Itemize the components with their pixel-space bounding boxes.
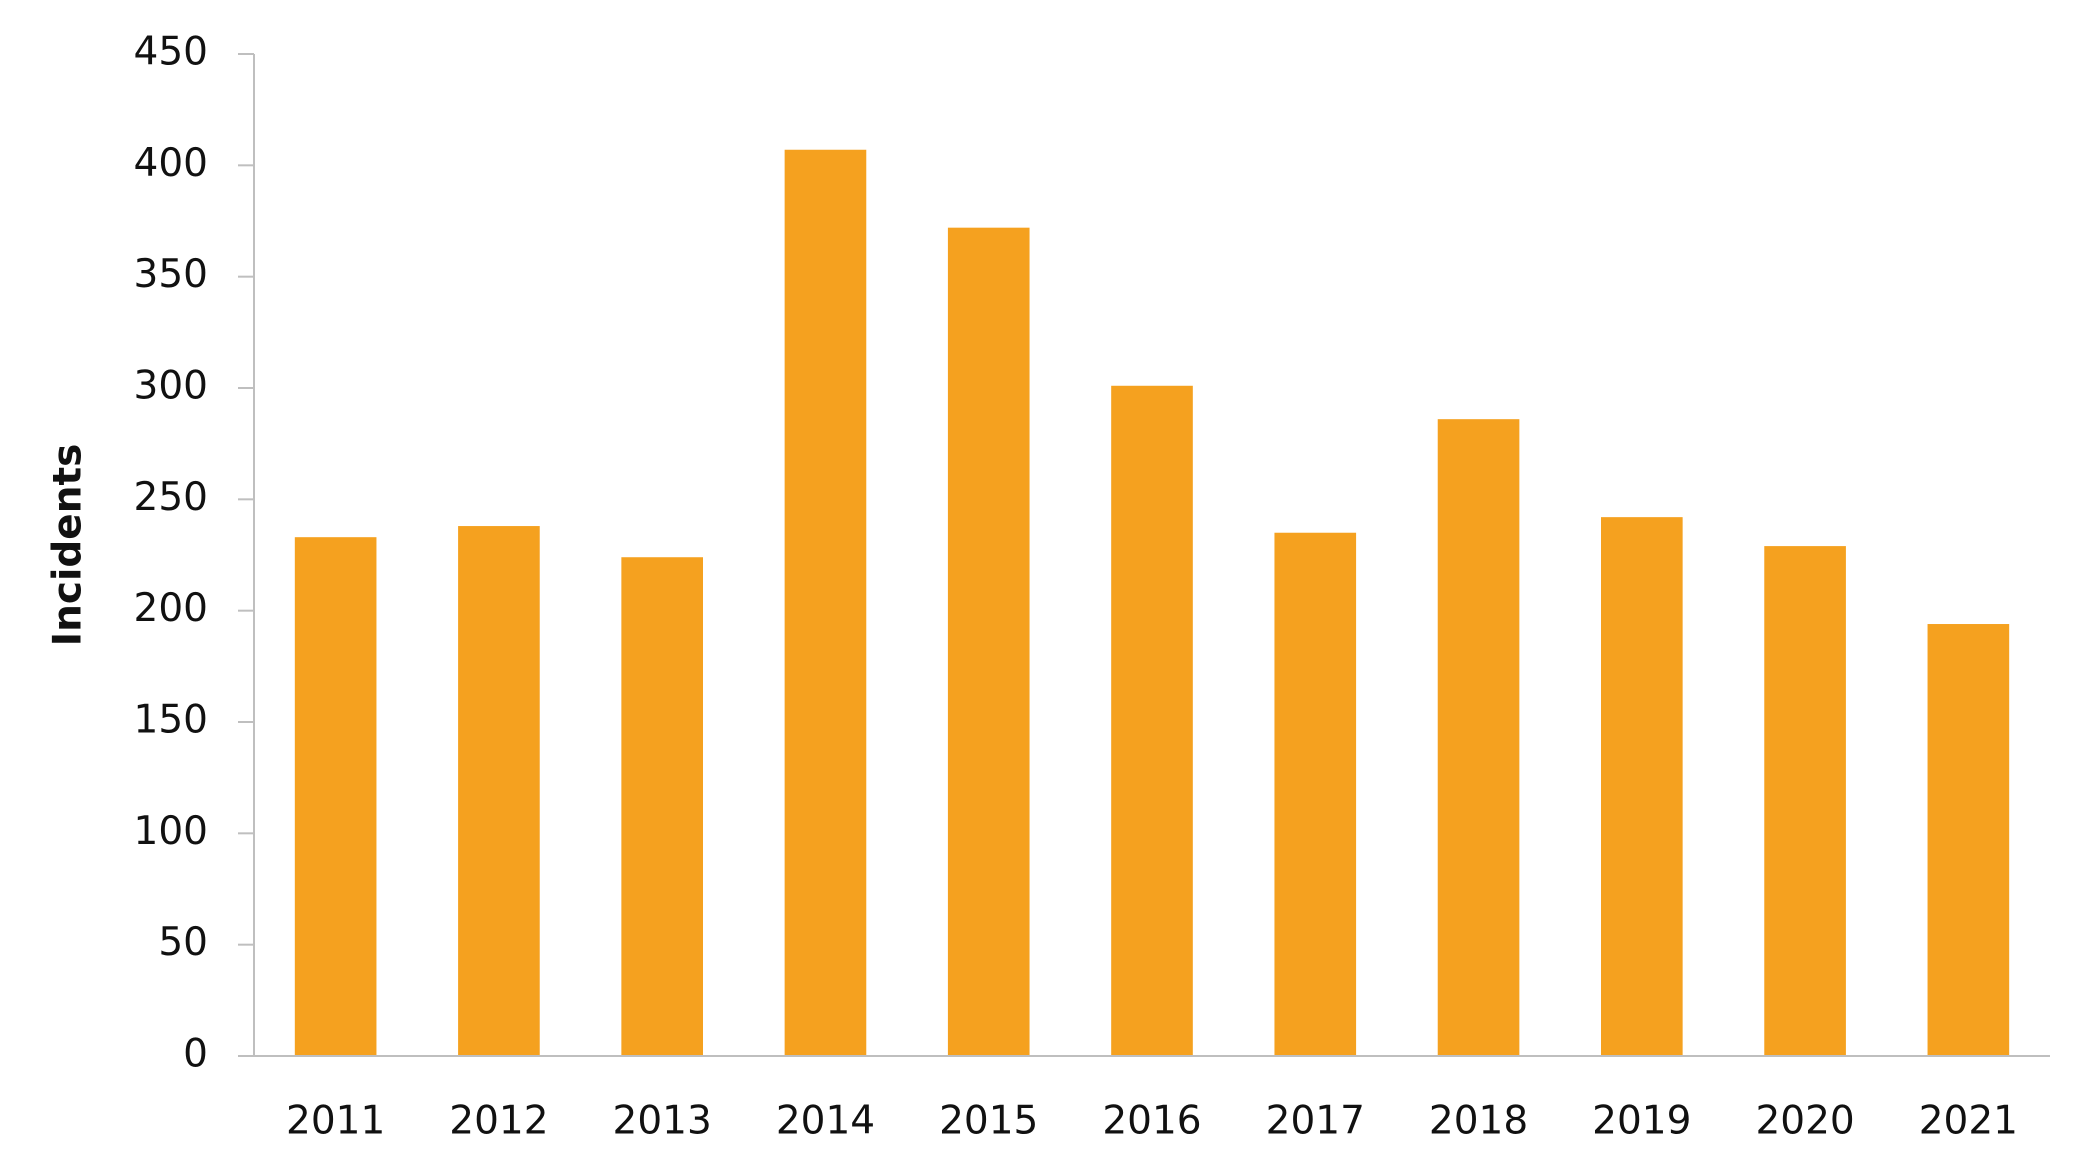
y-tick-label: 450 — [134, 30, 208, 75]
y-tick-label: 0 — [183, 1032, 208, 1077]
y-tick-label: 400 — [134, 141, 208, 186]
y-tick-label: 100 — [134, 809, 208, 854]
x-tick-label: 2017 — [1266, 1099, 1365, 1144]
bar — [1111, 385, 1193, 1057]
bar — [947, 227, 1030, 1056]
y-tick-label: 200 — [134, 586, 208, 631]
x-tick-label: 2021 — [1919, 1099, 2018, 1144]
bar — [621, 557, 703, 1056]
bar — [1764, 546, 1846, 1056]
x-tick-label: 2016 — [1102, 1099, 1201, 1144]
bar — [784, 149, 867, 1056]
x-tick-label: 2011 — [286, 1099, 385, 1144]
x-tick-label: 2018 — [1429, 1099, 1528, 1144]
x-tick-label: 2019 — [1592, 1099, 1691, 1144]
bar — [458, 526, 540, 1056]
x-tick-label: 2014 — [776, 1099, 875, 1144]
bar — [294, 537, 377, 1056]
x-tick-label: 2015 — [939, 1099, 1038, 1144]
bar — [1601, 517, 1683, 1056]
bar — [1274, 532, 1357, 1056]
bar — [1437, 419, 1520, 1056]
y-tick-label: 150 — [134, 698, 208, 743]
x-tick-label: 2013 — [613, 1099, 712, 1144]
x-tick-label: 2020 — [1755, 1099, 1854, 1144]
y-tick-label: 300 — [134, 364, 208, 409]
y-tick-label: 50 — [158, 920, 208, 965]
bar — [1927, 624, 2010, 1056]
y-axis-label: Incidents — [46, 444, 91, 647]
y-tick-label: 250 — [134, 475, 208, 520]
y-tick-label: 350 — [134, 252, 208, 297]
x-tick-label: 2012 — [449, 1099, 548, 1144]
